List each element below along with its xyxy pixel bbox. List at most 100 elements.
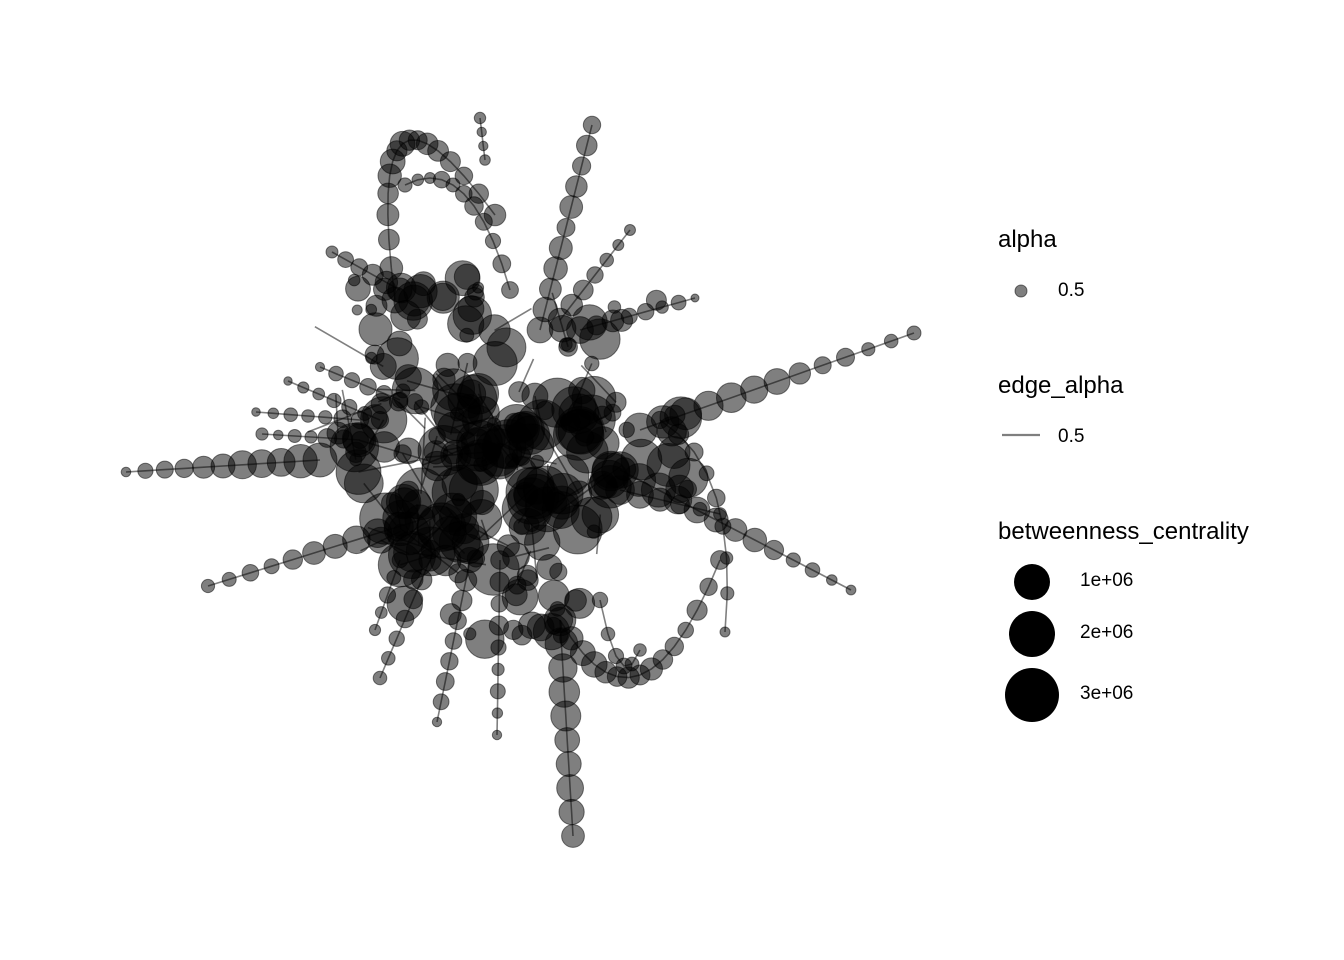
graph-node-412 (571, 304, 608, 341)
graph-node-261 (343, 372, 361, 389)
graph-node-127 (575, 427, 595, 447)
graph-node-172 (883, 333, 899, 349)
graph-edge-89 (479, 117, 486, 161)
graph-node-188 (322, 533, 348, 559)
graph-node-236 (491, 729, 503, 741)
graph-node-326 (476, 126, 487, 138)
graph-node-183 (561, 824, 585, 848)
graph-node-342 (699, 577, 718, 596)
graph-node-182 (558, 798, 585, 826)
graph-node-386 (364, 344, 385, 365)
graph-node-340 (677, 621, 695, 639)
legend-size-key-1 (1014, 564, 1050, 600)
graph-node-290 (368, 623, 382, 637)
graph-node-285 (372, 670, 388, 686)
graph-node-229 (489, 571, 510, 593)
graph-node-262 (328, 365, 344, 382)
graph-node-432 (429, 544, 462, 577)
graph-node-384 (472, 281, 485, 294)
graph-node-191 (263, 558, 280, 575)
graph-node-440 (537, 579, 570, 612)
graph-node-348 (707, 488, 726, 508)
graph-node-242 (267, 407, 280, 420)
graph-node-268 (599, 252, 615, 268)
graph-node-352 (719, 626, 731, 638)
graph-node-438 (463, 627, 477, 641)
graph-node-349 (714, 517, 732, 535)
graph-node-244 (351, 431, 369, 449)
graph-node-251 (370, 410, 390, 430)
graph-node-327 (478, 140, 489, 152)
graph-node-212 (548, 236, 573, 260)
graph-node-321 (474, 212, 493, 231)
graph-node-224 (440, 652, 459, 671)
graph-node-415 (568, 376, 596, 405)
graph-node-414 (645, 289, 667, 311)
graph-node-249 (273, 429, 284, 441)
graph-node-180 (555, 751, 582, 777)
graph-node-413 (558, 337, 573, 352)
graph-node-241 (283, 407, 299, 423)
legend-size-label-3: 3e+06 (1080, 683, 1134, 704)
graph-node-431 (386, 585, 423, 622)
graph-node-102 (397, 480, 420, 502)
legend-betweenness-keys (1005, 564, 1059, 722)
graph-node-169 (813, 356, 832, 375)
graph-node-422 (439, 603, 462, 626)
legend-alpha: alpha 0.5 (998, 226, 1084, 301)
graph-node-319 (455, 185, 473, 203)
graph-node-252 (357, 406, 373, 421)
graph-node-217 (576, 134, 598, 157)
graph-node-136 (393, 444, 412, 463)
graph-node-339 (664, 636, 684, 657)
graph-node-240 (301, 409, 315, 423)
legend-edge-alpha-label: 0.5 (1058, 426, 1085, 447)
graph-node-267 (586, 266, 604, 284)
graph-node-189 (302, 541, 326, 565)
graph-node-270 (624, 224, 636, 236)
graph-node-350 (719, 551, 734, 565)
graph-node-311 (454, 166, 474, 186)
graph-node-314 (397, 177, 413, 193)
graph-node-171 (861, 342, 876, 357)
legend-size-key-2 (1009, 611, 1055, 657)
graph-node-149 (456, 420, 503, 467)
graph-node-247 (304, 430, 318, 444)
graph-node-315 (411, 173, 425, 187)
graph-node-418 (612, 457, 637, 481)
graph-node-257 (283, 376, 293, 386)
graph-node-214 (559, 195, 584, 219)
graph-node-210 (539, 277, 562, 301)
graph-node-371 (345, 275, 371, 302)
graph-node-380 (435, 352, 460, 377)
graph-node-193 (221, 571, 237, 587)
graph-node-411 (646, 443, 691, 487)
graph-node-263 (314, 361, 326, 373)
graph-node-167 (763, 368, 791, 395)
graph-node-324 (501, 281, 519, 299)
graph-node-91 (521, 382, 549, 410)
graph-node-269 (612, 239, 625, 251)
graph-node-398 (618, 421, 635, 438)
graph-node-256 (297, 381, 310, 394)
graph-node-215 (565, 175, 588, 198)
graph-node-328 (479, 154, 491, 166)
graph-node-407 (573, 411, 591, 429)
graph-node-225 (435, 672, 455, 691)
graph-node-260 (359, 378, 377, 396)
legend-betweenness: betweenness_centrality 1e+06 2e+06 3e+06 (998, 518, 1249, 722)
graph-node-443 (403, 569, 424, 590)
graph-node-258 (391, 391, 409, 409)
graph-node-168 (788, 362, 811, 385)
graph-node-388 (390, 300, 422, 332)
graph-node-206 (826, 574, 838, 586)
graph-node-170 (836, 347, 855, 367)
graph-node-255 (312, 387, 326, 401)
graph-node-142 (451, 492, 466, 507)
graph-node-300 (376, 203, 400, 227)
legend-edge-alpha-key (1002, 433, 1040, 437)
graph-node-396 (542, 472, 584, 515)
graph-node-423 (465, 619, 505, 659)
graph-node-203 (763, 539, 785, 561)
